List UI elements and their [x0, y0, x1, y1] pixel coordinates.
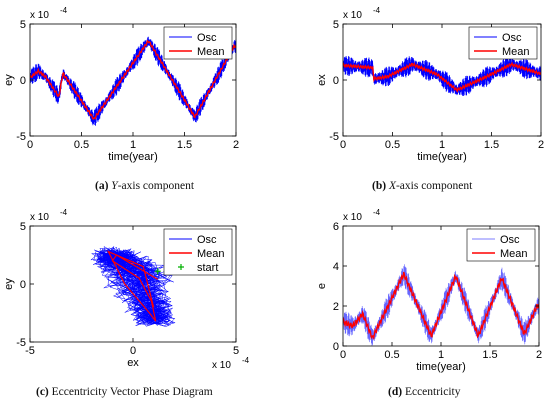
panel-c: -5 0 5 5 0 -5 ex ey x 10 -4 x 10 -4 Osc Mean start [3, 208, 250, 371]
y-tick-label: 0 [333, 75, 339, 87]
plot-area [90, 246, 176, 328]
y-tick-label: 0 [20, 279, 26, 291]
legend-label: Mean [500, 248, 528, 260]
caption-b-text: -axis component [395, 180, 473, 192]
x-axis-label: time(year) [416, 361, 466, 373]
x-tick-label: 0 [130, 345, 136, 357]
y-tick-label: 4 [333, 261, 339, 273]
y-exponent-power: -4 [373, 208, 381, 217]
y-tick-label: 5 [20, 221, 26, 233]
y-tick-label: 0 [333, 341, 339, 353]
caption-a-axis: Y [111, 180, 118, 192]
x-tick-label: 2 [536, 349, 542, 361]
legend-label: Osc [197, 234, 217, 246]
x-tick-label: 2 [538, 139, 544, 151]
x-exponent-base: x 10 [212, 360, 231, 371]
x-tick-label: 1.5 [484, 139, 499, 151]
y-tick-label: -5 [16, 131, 26, 143]
osc-series [343, 264, 539, 346]
mean-series [106, 250, 159, 322]
legend-label: Osc [197, 32, 217, 44]
y-tick-label: 0 [20, 75, 26, 87]
osc-series [30, 36, 236, 126]
start-marker [154, 268, 161, 275]
caption-c-text: Eccentricity Vector Phase Diagram [51, 386, 213, 398]
legend-label: Mean [197, 248, 225, 260]
x-tick-label: 0 [27, 139, 33, 151]
x-tick-label: 1.5 [177, 139, 192, 151]
caption-a-text: -axis component [117, 180, 195, 192]
y-tick-label: 5 [333, 19, 339, 31]
x-tick-label: 1.5 [482, 349, 497, 361]
x-axis-label: time(year) [108, 151, 158, 163]
plot-area [343, 264, 539, 346]
legend-box [466, 228, 536, 262]
plot-area [30, 36, 236, 126]
y-axis-label: ey [3, 278, 15, 290]
y-exponent-power: -4 [60, 208, 68, 217]
x-tick-label: 1 [438, 349, 444, 361]
legend-label: Mean [197, 46, 225, 58]
osc-series [343, 55, 541, 97]
y-tick-label: 2 [333, 301, 339, 313]
caption-d: (d) Eccentricity [388, 386, 461, 398]
x-tick-label: -5 [25, 345, 35, 357]
caption-b-tag: (b) [372, 180, 387, 192]
x-axis-label: time(year) [417, 151, 467, 163]
mean-series [343, 61, 541, 93]
y-axis-label: e [316, 283, 328, 289]
y-exponent-power: -4 [60, 6, 68, 15]
x-exponent-power: -4 [242, 356, 250, 365]
x-tick-label: 1 [130, 139, 136, 151]
legend-label: Mean [502, 46, 530, 58]
panel-d: 0 0.5 1 1.5 2 6 4 2 0 time(year) e x 10 -4 Osc Mean [316, 208, 542, 373]
y-tick-label: -5 [16, 337, 26, 349]
y-exponent-base: x 10 [343, 212, 362, 223]
caption-d-text: Eccentricity [404, 386, 461, 398]
y-tick-label: 6 [333, 221, 339, 233]
caption-b-axis: X [388, 180, 396, 192]
caption-a: (a) Y-axis component [95, 180, 194, 192]
x-tick-label: 0.5 [385, 139, 400, 151]
legend-label: Osc [500, 234, 520, 246]
x-tick-label: 5 [233, 345, 239, 357]
legend-box [468, 26, 538, 60]
y-exponent-base: x 10 [343, 10, 362, 21]
legend-swatch-start [178, 264, 184, 270]
mean-series [343, 271, 539, 341]
y-exponent-power: -4 [373, 6, 381, 15]
x-tick-label: 0.5 [384, 349, 399, 361]
x-axis-label: ex [127, 357, 139, 369]
caption-a-tag: (a) [95, 180, 109, 192]
caption-c: (c) Eccentricity Vector Phase Diagram [36, 386, 213, 398]
legend-label: start [197, 262, 218, 274]
plot-area [343, 55, 541, 97]
x-tick-label: 0 [340, 139, 346, 151]
mean-series [30, 39, 236, 121]
legend-box [163, 26, 233, 60]
caption-b: (b) X-axis component [372, 180, 472, 192]
y-axis-label: ey [3, 74, 15, 86]
legend-label: Osc [502, 32, 522, 44]
y-tick-label: -5 [329, 131, 339, 143]
x-tick-label: 1 [439, 139, 445, 151]
x-tick-label: 0 [340, 349, 346, 361]
x-tick-label: 2 [233, 139, 239, 151]
osc-series [90, 246, 176, 328]
y-exponent-base: x 10 [30, 212, 49, 223]
x-tick-label: 0.5 [74, 139, 89, 151]
y-exponent-base: x 10 [30, 10, 49, 21]
y-tick-label: 5 [20, 19, 26, 31]
legend-box [163, 228, 233, 276]
y-axis-label: ex [316, 74, 328, 86]
caption-d-tag: (d) [388, 386, 403, 398]
caption-c-tag: (c) [36, 386, 49, 398]
